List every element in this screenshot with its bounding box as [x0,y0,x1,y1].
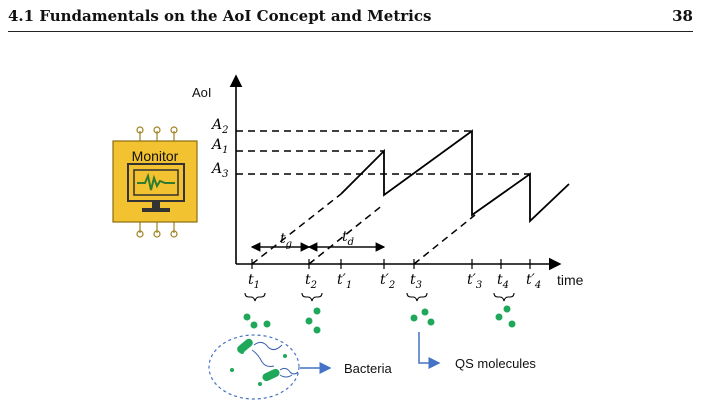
bacteria-cell [237,338,283,367]
braces [244,292,515,302]
td-label: td [342,229,354,248]
y-axis-label: AoI [192,85,212,100]
page-number: 38 [672,7,693,25]
page-header: 4.1 Fundamentals on the AoI Concept and … [8,4,693,28]
qs-molecule-dots [243,305,516,334]
bacteria-cluster [208,334,300,400]
generation-ramps [251,193,476,265]
tick-label: t4 [497,272,509,291]
bacteria-label: Bacteria [344,361,392,376]
tick-label: t3 [410,272,422,291]
monitor-label: Monitor [132,148,179,164]
tick-marks [251,259,531,269]
header-rule [8,31,693,32]
level-a1: A1 [210,137,229,156]
monitor-icon [112,126,198,238]
tick-label: t1 [248,272,260,291]
qs-molecules-label: QS molecules [455,356,536,371]
tick-label: t′4 [526,272,541,291]
level-a2: A2 [210,117,229,136]
tick-label: t′1 [337,272,352,291]
x-axis-label: time [557,272,584,288]
level-lines [236,130,530,175]
tg-label: tg [280,231,292,250]
level-a3: A3 [210,161,229,180]
section-title: 4.1 Fundamentals on the AoI Concept and … [8,7,432,25]
tick-label: t′3 [467,272,482,291]
tick-label: t2 [305,272,317,291]
bacteria-molecule-dots [230,350,287,386]
tick-label: t′2 [380,272,395,291]
bacteria-cell [262,367,299,382]
aoi-sawtooth [340,129,570,224]
qs-arrow [418,332,441,369]
